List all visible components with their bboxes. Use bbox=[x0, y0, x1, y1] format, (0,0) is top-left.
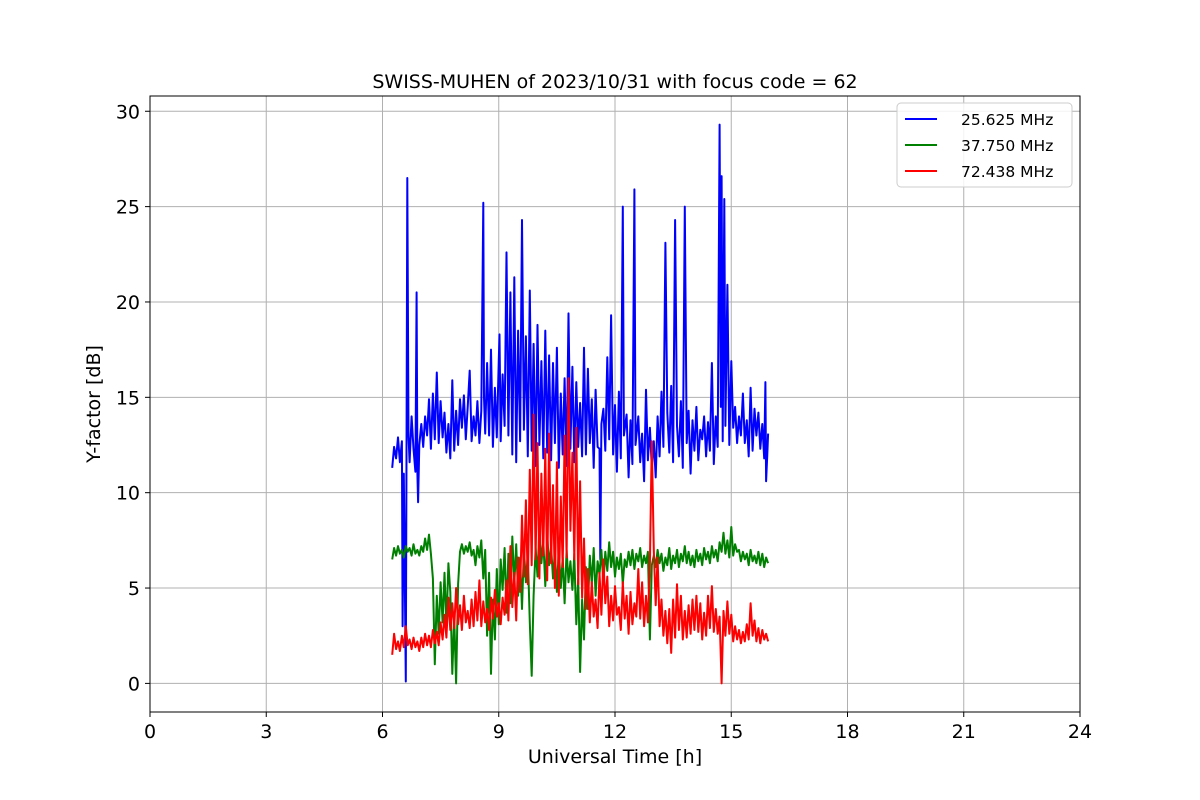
x-axis-label: Universal Time [h] bbox=[528, 746, 702, 768]
x-tick-label: 0 bbox=[144, 721, 156, 743]
axis-ticks: 0 3 6 9 12 15 18 21 24 0 5 10 15 20 25 30 bbox=[116, 101, 1092, 743]
series-line-3 bbox=[391, 377, 770, 685]
x-tick-label: 3 bbox=[260, 721, 272, 743]
y-axis-label: Y-factor [dB] bbox=[83, 345, 105, 464]
y-tick-label: 15 bbox=[116, 387, 140, 409]
legend: 25.625 MHz 37.750 MHz 72.438 MHz bbox=[896, 102, 1073, 188]
y-tick-label: 10 bbox=[116, 483, 140, 505]
x-tick-label: 6 bbox=[376, 721, 388, 743]
x-tick-label: 12 bbox=[603, 721, 627, 743]
series-line-1 bbox=[391, 123, 770, 683]
y-tick-label: 5 bbox=[128, 578, 140, 600]
x-tick-label: 15 bbox=[719, 721, 743, 743]
legend-label-2: 37.750 MHz bbox=[961, 137, 1053, 155]
y-tick-label: 25 bbox=[116, 197, 140, 219]
y-tick-label: 30 bbox=[116, 101, 140, 123]
legend-box bbox=[896, 102, 1073, 188]
x-tick-label: 24 bbox=[1068, 721, 1092, 743]
legend-label-3: 72.438 MHz bbox=[961, 163, 1053, 181]
y-tick-label: 20 bbox=[116, 292, 140, 314]
legend-label-1: 25.625 MHz bbox=[961, 111, 1053, 129]
series-line-2 bbox=[391, 524, 770, 685]
grid bbox=[149, 96, 1081, 712]
y-tick-label: 0 bbox=[128, 673, 140, 695]
x-tick-label: 9 bbox=[493, 721, 505, 743]
x-tick-label: 21 bbox=[952, 721, 976, 743]
chart-title: SWISS-MUHEN of 2023/10/31 with focus cod… bbox=[372, 71, 857, 93]
x-tick-label: 18 bbox=[835, 721, 859, 743]
plot-series bbox=[391, 123, 770, 685]
